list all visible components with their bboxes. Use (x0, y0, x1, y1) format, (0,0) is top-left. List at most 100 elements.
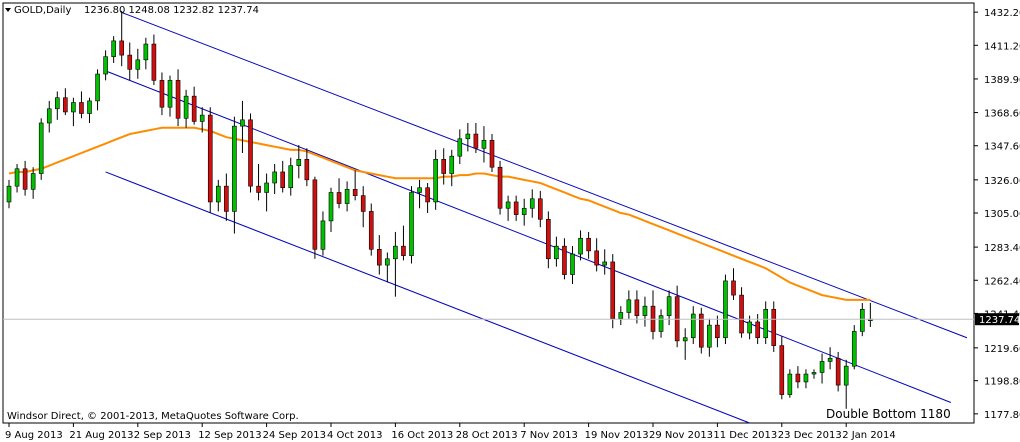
candle-body (425, 187, 430, 203)
candle-body (441, 159, 447, 174)
candle (46, 100, 52, 133)
candle (288, 157, 294, 196)
candle-body (481, 140, 487, 149)
candle-body (63, 97, 68, 113)
candle-body (513, 201, 519, 215)
candle (417, 179, 422, 209)
candle (393, 231, 398, 297)
candle (843, 359, 849, 409)
candle-body (207, 114, 213, 203)
candle (376, 235, 382, 275)
candle-body (256, 185, 261, 193)
candle (320, 211, 326, 256)
candle (79, 91, 84, 119)
candle-body (280, 171, 286, 189)
candle (143, 37, 149, 70)
candle-body (183, 95, 189, 119)
x-tick-label: 11 Dec 2013 (713, 430, 777, 441)
candle (183, 89, 189, 128)
y-tick-label: 1219.60 (984, 344, 1020, 355)
candle-body (562, 245, 567, 275)
candle-body (312, 179, 318, 250)
candle-body (417, 187, 422, 193)
candle-body (296, 159, 302, 166)
candle-body (401, 245, 406, 256)
candle-body (497, 166, 503, 209)
candle (175, 69, 181, 127)
candle-body (771, 309, 777, 346)
candle-body (739, 294, 744, 334)
candle-body (723, 280, 728, 339)
candle-body (819, 361, 825, 373)
x-tick-label: 29 Nov 2013 (649, 430, 713, 441)
candle-body (328, 192, 334, 222)
candle (264, 173, 269, 212)
channel-line-3 (105, 171, 750, 424)
candle (119, 10, 124, 67)
candle (521, 198, 527, 226)
candle (409, 186, 414, 264)
candle-body (320, 220, 326, 250)
y-tick-label: 1411.20 (984, 41, 1020, 52)
candle (586, 231, 591, 259)
candle (803, 369, 809, 389)
candle-body (304, 159, 310, 181)
candle (127, 42, 133, 81)
candle-body (521, 207, 527, 215)
candle (111, 36, 116, 63)
candle-body (143, 43, 149, 61)
y-tick-label: 1283.40 (984, 243, 1020, 254)
candle (731, 268, 736, 300)
candle (159, 72, 165, 116)
candle-body (199, 114, 205, 122)
candle (167, 75, 173, 117)
candle-body (216, 185, 221, 203)
candle-body (288, 165, 294, 189)
candle (489, 134, 495, 172)
candle-body (175, 80, 181, 119)
y-tick-label: 1177.80 (984, 410, 1020, 421)
candle (38, 118, 44, 180)
candle-body (747, 321, 752, 334)
candle-body (787, 373, 793, 395)
price-marker-label: 1237.74 (979, 315, 1020, 326)
candle (441, 148, 447, 185)
candle-body (594, 250, 599, 266)
candle-body (159, 80, 165, 108)
x-tick-label: 21 Aug 2013 (69, 430, 133, 441)
candle-body (344, 189, 350, 204)
candle (14, 164, 20, 193)
candle-body (731, 280, 736, 296)
candle (425, 183, 430, 213)
candle (642, 296, 648, 327)
candle (554, 236, 559, 267)
candle-body (803, 373, 809, 383)
candle-body (376, 249, 382, 266)
x-tick-label: 2 Sep 2013 (134, 430, 191, 441)
copyright-text: Windsor Direct, © 2001-2013, MetaQuotes … (7, 411, 299, 422)
candle (811, 369, 817, 379)
candle-body (851, 331, 857, 367)
candle (344, 181, 350, 212)
candle (368, 203, 374, 256)
candle-body (698, 313, 704, 348)
candle-body (191, 95, 197, 122)
candle (224, 173, 229, 221)
candle (465, 123, 471, 152)
candle (723, 274, 728, 345)
candle-body (87, 100, 92, 114)
dropdown-triangle-icon[interactable] (5, 8, 11, 12)
candle-body (505, 201, 511, 209)
candle-body (368, 211, 374, 250)
y-tick-label: 1432.20 (984, 8, 1020, 19)
candle (707, 318, 712, 357)
candle (296, 145, 302, 179)
candle (216, 179, 221, 212)
x-axis: 9 Aug 2013 21 Aug 2013 2 Sep 2013 12 Sep 20… (5, 423, 896, 441)
candle (232, 116, 237, 234)
trend-channel-lines (105, 12, 968, 424)
candle-body (111, 40, 116, 57)
candle (497, 160, 503, 215)
y-tick-label: 1347.60 (984, 142, 1020, 153)
